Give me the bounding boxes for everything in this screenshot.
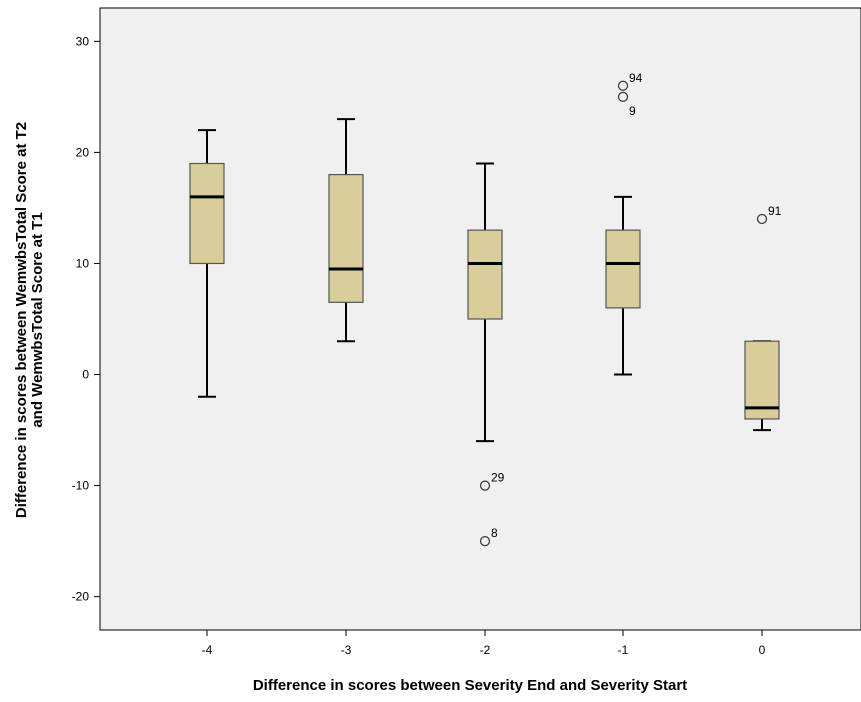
box-group: 94 9 [605,71,643,376]
y-tick-label: 30 [76,34,90,48]
y-tick-label: -10 [72,479,90,493]
box [744,340,780,420]
box [605,229,641,309]
outlier-point [479,480,491,491]
y-axis: -20 -10 0 10 20 30 [72,34,100,604]
box-group: 91 [744,204,782,432]
x-tick-label: 0 [759,643,766,657]
box-group [328,118,364,343]
boxes: 29 8 94 9 91 [189,71,782,547]
y-axis-title-line-2: and WemwbsTotal Score at T1 [29,212,46,427]
x-tick-label: -4 [202,643,213,657]
x-tick-label: -3 [341,643,352,657]
box-group: 29 8 [467,162,505,547]
outlier-label: 9 [629,104,636,118]
x-tick-label: -1 [618,643,629,657]
box-group [189,129,225,398]
y-tick-label: 0 [82,368,89,382]
outlier-label: 29 [491,471,505,485]
x-tick-label: -2 [480,643,491,657]
outlier-point [617,80,629,91]
y-axis-title-line-1: Difference in scores between WemwbsTotal… [13,122,30,518]
outlier-label: 91 [768,204,782,218]
y-tick-label: 20 [76,145,90,159]
y-axis-title: Difference in scores between WemwbsTotal… [13,122,46,518]
box [328,174,364,303]
y-tick-label: -20 [72,590,90,604]
outlier-point [479,536,491,547]
x-axis: -4 -3 -2 -1 0 [202,630,766,657]
box [189,162,225,265]
outlier-label: 8 [491,526,498,540]
outlier-point [756,213,768,225]
y-tick-label: 10 [76,256,90,270]
outlier-point [617,91,629,102]
box [467,229,503,320]
x-axis-title: Difference in scores between Severity En… [253,677,687,694]
outlier-label: 94 [629,71,643,85]
